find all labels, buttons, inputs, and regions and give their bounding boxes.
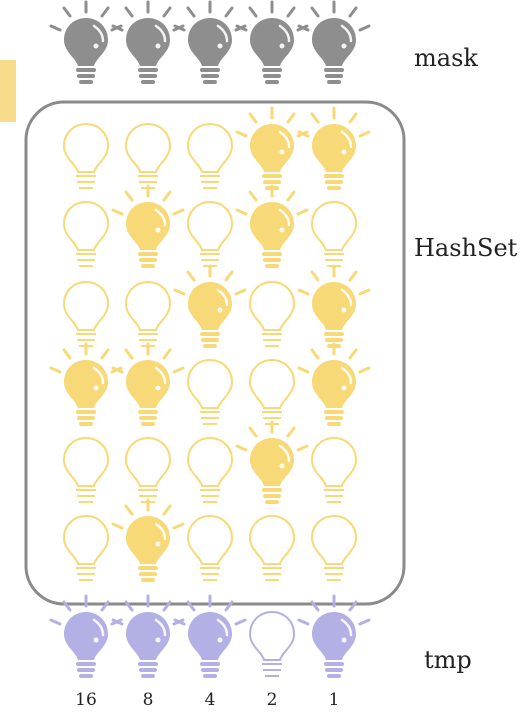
hashset-bulb-0-0 bbox=[62, 122, 110, 189]
hashset-bulb-0-1 bbox=[124, 122, 172, 189]
hashset-bulb-2-4 bbox=[297, 264, 371, 348]
mask-bulb-4 bbox=[297, 0, 371, 84]
hashset-bulb-2-1 bbox=[124, 280, 172, 347]
bit-weight-2: 2 bbox=[266, 690, 278, 710]
hashset-bulb-4-2 bbox=[186, 436, 234, 503]
bit-weight-16: 16 bbox=[75, 690, 97, 710]
hashset-bulb-2-3 bbox=[248, 280, 296, 347]
hashset-bulb-2-0 bbox=[62, 280, 110, 347]
hashset-bulb-4-3 bbox=[235, 420, 309, 504]
hashset-bulb-5-1 bbox=[111, 498, 185, 582]
hashset-bulb-3-1 bbox=[111, 342, 185, 426]
hashset-row-3 bbox=[49, 342, 371, 426]
hashset-bulb-3-4 bbox=[297, 342, 371, 426]
hashset-bulb-5-2 bbox=[186, 514, 234, 581]
hashset-grid bbox=[49, 106, 371, 582]
hashset-bulb-0-2 bbox=[186, 122, 234, 189]
hashset-bulb-1-2 bbox=[186, 200, 234, 267]
tmp-label: tmp bbox=[424, 646, 472, 674]
mask-bulb-0 bbox=[49, 0, 123, 84]
hashset-bulb-0-3 bbox=[235, 106, 309, 190]
hashset-frame bbox=[24, 100, 406, 606]
hashset-bulb-1-3 bbox=[235, 184, 309, 268]
hashset-bulb-3-3 bbox=[248, 358, 296, 425]
hashset-label: HashSet bbox=[414, 234, 518, 262]
mask-bulb-3 bbox=[235, 0, 309, 84]
hashset-row-0 bbox=[62, 106, 371, 190]
hashset-bulb-2-2 bbox=[173, 264, 247, 348]
mask-label: mask bbox=[414, 44, 478, 72]
hashset-bulb-5-3 bbox=[248, 514, 296, 581]
bit-weight-8: 8 bbox=[142, 690, 154, 710]
tmp-row bbox=[49, 594, 371, 678]
hashset-bulb-1-1 bbox=[111, 184, 185, 268]
hashset-bulb-5-0 bbox=[62, 514, 110, 581]
tmp-bulb-2 bbox=[173, 594, 247, 678]
hashset-bulb-1-4 bbox=[310, 200, 358, 267]
tmp-bulb-1 bbox=[111, 594, 185, 678]
bit-weight-4: 4 bbox=[204, 690, 216, 710]
mask-bulb-1 bbox=[111, 0, 185, 84]
hashset-bulb-3-0 bbox=[49, 342, 123, 426]
hashset-row-2 bbox=[62, 264, 371, 348]
hashset-bulb-4-1 bbox=[124, 436, 172, 503]
hashset-row-5 bbox=[62, 498, 358, 582]
tmp-bulb-4 bbox=[297, 594, 371, 678]
hashset-bulb-4-0 bbox=[62, 436, 110, 503]
mask-bulb-2 bbox=[173, 0, 247, 84]
tmp-bulb-3 bbox=[248, 610, 296, 677]
accent-bar bbox=[0, 60, 16, 122]
hashset-bulb-0-4 bbox=[297, 106, 371, 190]
hashset-bulb-3-2 bbox=[186, 358, 234, 425]
hashset-row-1 bbox=[62, 184, 358, 268]
hashset-bulb-5-4 bbox=[310, 514, 358, 581]
tmp-bulb-0 bbox=[49, 594, 123, 678]
hashset-bulb-4-4 bbox=[310, 436, 358, 503]
hashset-row-4 bbox=[62, 420, 358, 504]
mask-row bbox=[49, 0, 371, 84]
bit-weight-1: 1 bbox=[328, 690, 340, 710]
hashset-bulb-1-0 bbox=[62, 200, 110, 267]
